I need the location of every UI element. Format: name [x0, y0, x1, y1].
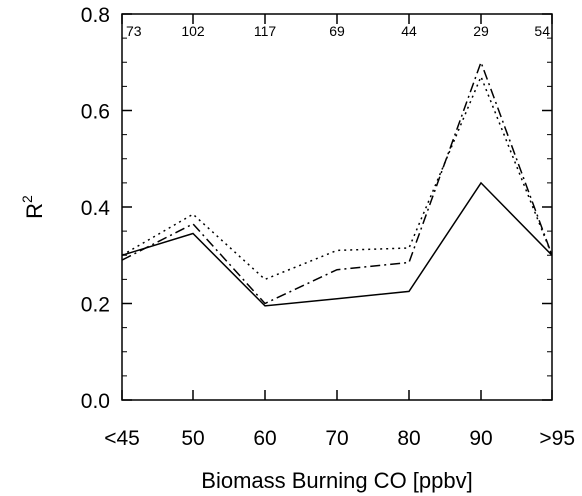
x-tick-label: 60	[253, 427, 276, 450]
y-tick-label: 0.2	[81, 294, 110, 317]
series-line-dotted	[121, 74, 553, 281]
x-tick-label: 50	[181, 427, 204, 450]
x-tick-label: <45	[104, 427, 140, 450]
sample-count-label: 29	[473, 23, 489, 39]
sample-count-label: 54	[534, 23, 550, 39]
plot-frame	[121, 13, 553, 401]
x-tick-label: 80	[397, 427, 420, 450]
x-tick-labels: <45 50 60 70 80 90 >95	[104, 427, 575, 450]
sample-count-labels: 73 102 117 69 44 29 54	[126, 23, 550, 39]
series-line-solid	[121, 181, 553, 307]
x-tick-label: 90	[469, 427, 492, 450]
sample-count-label: 73	[126, 23, 142, 39]
sample-count-label: 69	[329, 23, 345, 39]
y-axis-title: R2	[19, 195, 47, 219]
y-axis-title-base: R	[22, 203, 47, 219]
x-tick-label: 70	[325, 427, 348, 450]
y-axis-title-superscript: 2	[19, 195, 35, 203]
y-tick-label: 0.4	[81, 197, 111, 220]
y-tick-label: 0.6	[81, 101, 110, 124]
series-lines	[121, 60, 553, 307]
y-tick-label: 0.0	[81, 390, 110, 413]
sample-count-label: 102	[181, 23, 205, 39]
x-tick-label: >95	[539, 427, 575, 450]
y-tick-label: 0.8	[81, 4, 110, 27]
axis-ticks	[121, 13, 553, 401]
sample-count-label: 117	[254, 23, 277, 39]
series-line-dash-dot	[121, 60, 553, 305]
y-tick-labels: 0.0 0.2 0.4 0.6 0.8	[81, 4, 111, 413]
sample-count-label: 44	[401, 23, 417, 39]
x-axis-title: Biomass Burning CO [ppbv]	[201, 468, 472, 493]
